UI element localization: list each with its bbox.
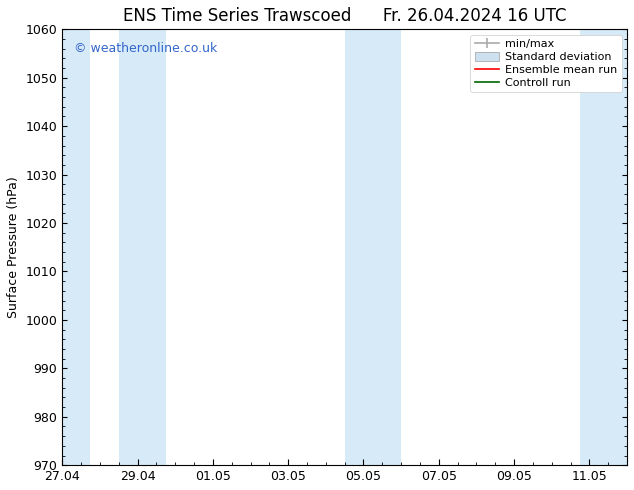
Bar (119, 29, 165, 465)
Bar (62, 29, 91, 465)
Legend: min/max, Standard deviation, Ensemble mean run, Controll run: min/max, Standard deviation, Ensemble me… (470, 35, 621, 93)
Text: © weatheronline.co.uk: © weatheronline.co.uk (74, 42, 217, 55)
Bar (580, 29, 627, 465)
Title: ENS Time Series Trawscoed      Fr. 26.04.2024 16 UTC: ENS Time Series Trawscoed Fr. 26.04.2024… (123, 7, 566, 25)
Bar (345, 29, 401, 465)
Y-axis label: Surface Pressure (hPa): Surface Pressure (hPa) (7, 176, 20, 318)
